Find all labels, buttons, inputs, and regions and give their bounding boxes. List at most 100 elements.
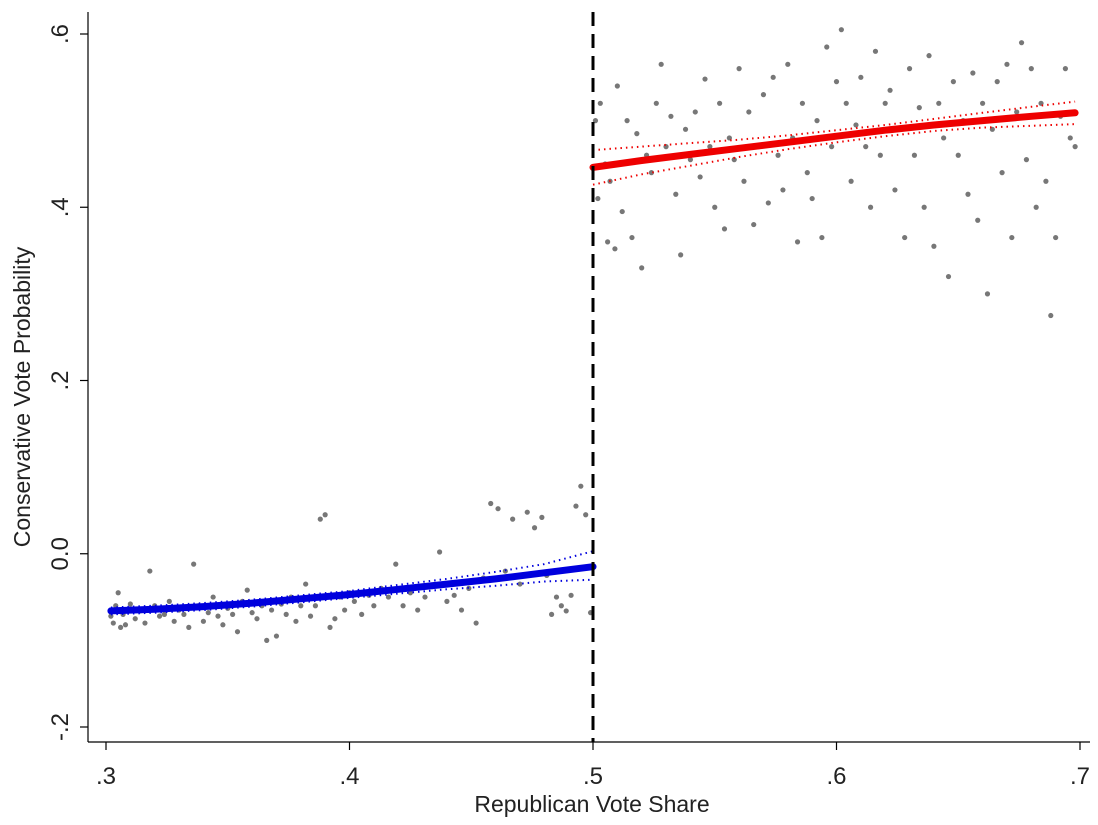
scatter-point xyxy=(1067,135,1073,141)
scatter-point xyxy=(994,79,1000,85)
scatter-point xyxy=(1043,178,1049,184)
scatter-point xyxy=(595,195,601,202)
scatter-point xyxy=(1023,157,1030,163)
scatter-point xyxy=(629,234,635,241)
scatter-point xyxy=(770,74,776,80)
scatter-point xyxy=(342,607,348,613)
scatter-point xyxy=(549,611,555,617)
scatter-point xyxy=(921,204,927,210)
scatter-point xyxy=(838,27,844,33)
scatter-point xyxy=(118,624,124,630)
scatter-point xyxy=(760,92,767,98)
axes-group: -.2 0.0 .2 .4 .6 .3 .4 .5 .6 .7 xyxy=(47,12,1090,790)
scatter-point xyxy=(819,234,825,241)
scatter-point xyxy=(1028,66,1034,72)
y-tick-label: .2 xyxy=(47,370,74,390)
right-fit-line xyxy=(589,109,1079,171)
scatter-point xyxy=(578,483,584,489)
scatter-point xyxy=(702,76,708,82)
scatter-point xyxy=(142,620,148,626)
scatter-point xyxy=(400,603,406,609)
scatter-point xyxy=(673,191,679,197)
scatter-point xyxy=(186,624,192,630)
scatter-point xyxy=(553,594,560,600)
scatter-point xyxy=(614,83,620,89)
scatter-point xyxy=(612,246,618,252)
scatter-point xyxy=(682,126,689,132)
scatter-point xyxy=(605,239,611,245)
scatter-point xyxy=(780,187,786,193)
scatter-point xyxy=(307,613,314,619)
scatter-point xyxy=(458,607,465,613)
scatter-point xyxy=(1053,234,1059,241)
scatter-point xyxy=(312,603,319,609)
scatter-point xyxy=(804,170,810,176)
scatter-point xyxy=(634,131,640,137)
scatter-point xyxy=(531,525,538,531)
scatter-point xyxy=(230,611,236,617)
x-tick-label: .5 xyxy=(583,763,603,790)
scatter-point xyxy=(843,100,849,106)
scatter-point xyxy=(751,221,757,228)
scatter-point xyxy=(317,516,323,522)
scatter-point xyxy=(171,618,177,624)
left-fit-ci-lower xyxy=(110,578,594,616)
scatter-point xyxy=(648,170,655,176)
scatter-point xyxy=(254,616,260,622)
scatter-point xyxy=(906,66,913,72)
scatter-point xyxy=(965,191,971,197)
scatter-point xyxy=(678,252,684,258)
scatter-point xyxy=(298,603,304,609)
scatter-point xyxy=(1018,40,1025,46)
scatter-point xyxy=(902,234,908,241)
scatter-point xyxy=(249,610,255,616)
scatter-point xyxy=(624,118,630,124)
scatter-point xyxy=(210,594,216,600)
scatter-point xyxy=(936,100,942,106)
scatter-point xyxy=(436,549,443,555)
scatter-point xyxy=(166,598,172,604)
scatter-point xyxy=(692,109,698,115)
scatter-point xyxy=(697,174,703,180)
scatter-point xyxy=(746,109,752,115)
left-fit-ci-upper xyxy=(110,550,594,609)
scatter-point xyxy=(975,217,981,223)
scatter-point xyxy=(663,144,669,150)
scatter-point xyxy=(558,603,564,609)
x-tick-label: .7 xyxy=(1070,763,1090,790)
scatter-point xyxy=(658,61,664,67)
scatter-point xyxy=(1072,144,1078,150)
scatter-point xyxy=(583,512,589,518)
x-tick-label: .6 xyxy=(826,763,846,790)
scatter-point xyxy=(191,561,197,567)
scatter-point xyxy=(244,587,250,593)
scatter-point xyxy=(322,512,328,518)
scatter-point xyxy=(215,613,221,619)
scatter-point xyxy=(293,618,299,624)
scatter-point xyxy=(980,100,986,106)
scatter-point xyxy=(926,53,932,59)
scatter-point xyxy=(707,144,713,150)
scatter-point xyxy=(911,152,918,158)
scatter-point xyxy=(495,506,501,512)
scatter-point xyxy=(568,592,574,598)
scatter-point xyxy=(950,79,956,85)
scatter-point xyxy=(1048,312,1054,319)
scatter-point xyxy=(999,170,1005,176)
scatter-point xyxy=(273,633,280,639)
scatter-point xyxy=(668,113,674,119)
scatter-point xyxy=(619,208,625,215)
scatter-point xyxy=(200,618,206,624)
right-fit-ci-lower xyxy=(592,123,1076,186)
x-tick-label: .4 xyxy=(339,763,359,790)
scatter-point xyxy=(785,61,791,67)
scatter-point xyxy=(872,48,879,54)
scatter-point xyxy=(268,607,275,613)
scatter-point xyxy=(517,581,523,587)
scatter-point xyxy=(161,611,168,617)
scatter-point xyxy=(115,590,121,596)
scatter-point xyxy=(765,200,771,206)
scatter-point xyxy=(181,611,187,617)
scatter-point xyxy=(863,144,869,150)
scatter-point xyxy=(814,118,820,124)
